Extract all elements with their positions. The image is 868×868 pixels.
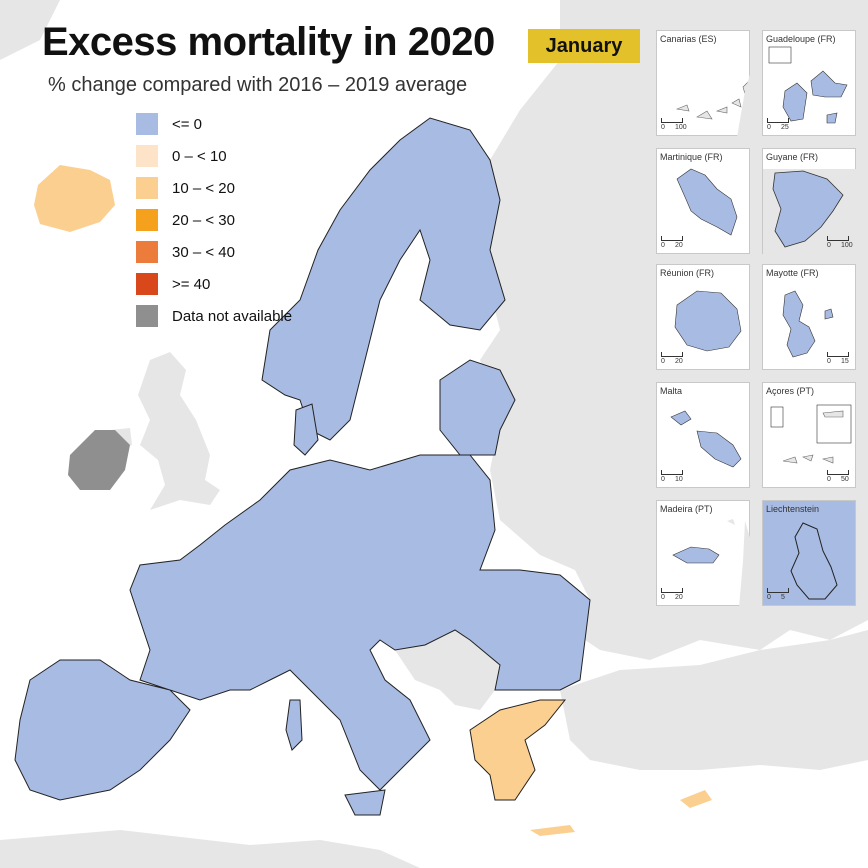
inset-label: Martinique (FR) [660,152,723,162]
iceland [34,165,115,232]
inset-malta: Malta 0 10 [656,382,750,488]
inset-label: Mayotte (FR) [766,268,819,278]
scale-start: 0 [767,124,771,131]
legend-item: >= 40 [136,268,292,300]
legend-item: Data not available [136,300,292,332]
inset-canarias: Canarias (ES) 0 100 [656,30,751,137]
legend-item: 20 – < 30 [136,204,292,236]
inset-martinique: Martinique (FR) 0 20 [656,148,750,254]
central-western-eu [14,454,591,801]
legend-label: 20 – < 30 [172,211,235,229]
inset-label: Açores (PT) [766,386,815,396]
scale-start: 0 [661,242,665,249]
inset-mayotte: Mayotte (FR) 0 15 [762,264,856,370]
inset-label: Guadeloupe (FR) [766,34,836,44]
scale-start: 0 [661,124,665,131]
legend-item: 0 – < 10 [136,140,292,172]
denmark [293,403,319,456]
baltics [439,359,516,456]
greece [469,699,567,801]
legend-item: 10 – < 20 [136,172,292,204]
scale-bar: 0 100 [827,236,868,250]
scale-start: 0 [827,358,831,365]
legend-item: 30 – < 40 [136,236,292,268]
scale-end: 10 [675,476,683,483]
scale-bar: 0 100 [661,118,747,132]
scale-end: 5 [781,594,785,601]
ireland [68,430,130,490]
inset-label: Liechtenstein [766,504,820,514]
legend: <= 0 0 – < 10 10 – < 20 20 – < 30 30 – <… [136,108,292,332]
inset-guadeloupe: Guadeloupe (FR) 0 25 [762,30,856,136]
scale-end: 50 [841,476,849,483]
scale-bar: 0 20 [661,588,747,602]
inset-label: Malta [660,386,683,396]
land-greenland-edge [0,0,60,60]
legend-swatch [136,241,158,263]
land-turkey [560,630,868,770]
cyprus [680,790,712,808]
scale-start: 0 [827,476,831,483]
scale-end: 100 [841,242,853,249]
land-gb [138,352,220,510]
crete [530,825,575,836]
scale-end: 25 [781,124,789,131]
legend-swatch [136,145,158,167]
scale-start: 0 [661,594,665,601]
land-north-africa [0,830,420,868]
legend-label: Data not available [172,307,293,325]
scale-start: 0 [661,476,665,483]
legend-swatch [136,113,158,135]
scale-start: 0 [767,594,771,601]
month-badge: January [528,29,640,63]
scale-bar: 0 20 [661,236,747,250]
legend-item: <= 0 [136,108,292,140]
legend-label: 10 – < 20 [172,179,235,197]
inset-reunion: Réunion (FR) 0 20 [656,264,750,370]
legend-label: 30 – < 40 [172,243,235,261]
scale-end: 20 [675,594,683,601]
sicily [344,789,386,816]
sardinia-corsica [285,699,303,751]
scale-bar: 0 10 [661,470,747,484]
inset-label: Réunion (FR) [660,268,715,278]
legend-label: >= 40 [172,275,211,293]
scandinavia [261,117,506,441]
inset-guyane: Guyane (FR) 0 100 [762,148,857,255]
scale-start: 0 [827,242,831,249]
map-subtitle: % change compared with 2016 – 2019 avera… [48,74,468,96]
inset-acores: Açores (PT) 0 50 [762,382,856,488]
legend-swatch [136,177,158,199]
scale-bar: 0 50 [827,470,868,484]
scale-start: 0 [661,358,665,365]
legend-label: <= 0 [172,115,203,133]
legend-swatch [136,209,158,231]
inset-madeira: Madeira (PT) 0 20 [656,500,751,607]
scale-end: 20 [675,242,683,249]
inset-label: Guyane (FR) [766,152,819,162]
scale-end: 20 [675,358,683,365]
land-balkans-non-eu [395,630,500,710]
legend-swatch [136,273,158,295]
scale-end: 15 [841,358,849,365]
legend-label: 0 – < 10 [172,147,227,165]
scale-bar: 0 15 [827,352,868,366]
scale-bar: 0 20 [661,352,747,366]
map-title: Excess mortality in 2020 [42,20,495,64]
legend-swatch [136,305,158,327]
scale-bar: 0 25 [767,118,853,132]
inset-label: Madeira (PT) [660,504,713,514]
inset-label: Canarias (ES) [660,34,717,44]
scale-end: 100 [675,124,687,131]
